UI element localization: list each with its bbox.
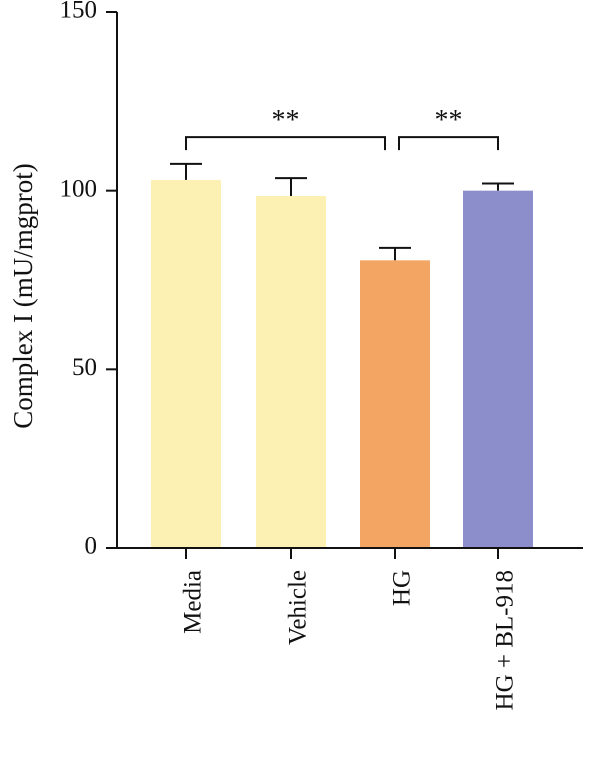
significance-bracket [185, 136, 386, 151]
bar [256, 196, 326, 548]
plot-area: 0 50 100 150 Media Vehicle HG HG + BL-918 ** ** [60, 0, 533, 710]
significance-label: ** [435, 105, 463, 136]
x-tick-label: HG + BL-918 [492, 570, 519, 710]
x-tick-label: HG [389, 570, 416, 606]
bar [463, 190, 533, 548]
y-tick-label: 100 [60, 175, 98, 202]
y-axis-title: Complex I (mU/mgprot) [8, 163, 38, 428]
bar [360, 260, 430, 548]
x-tick-label: Media [180, 570, 207, 634]
bar [151, 179, 221, 549]
significance-bracket [398, 136, 499, 151]
y-tick-label: 0 [85, 533, 98, 560]
significance-label: ** [272, 105, 300, 136]
x-tick-label: Vehicle [285, 570, 312, 645]
y-tick-label: 50 [72, 354, 97, 381]
y-tick-label: 150 [60, 0, 98, 24]
